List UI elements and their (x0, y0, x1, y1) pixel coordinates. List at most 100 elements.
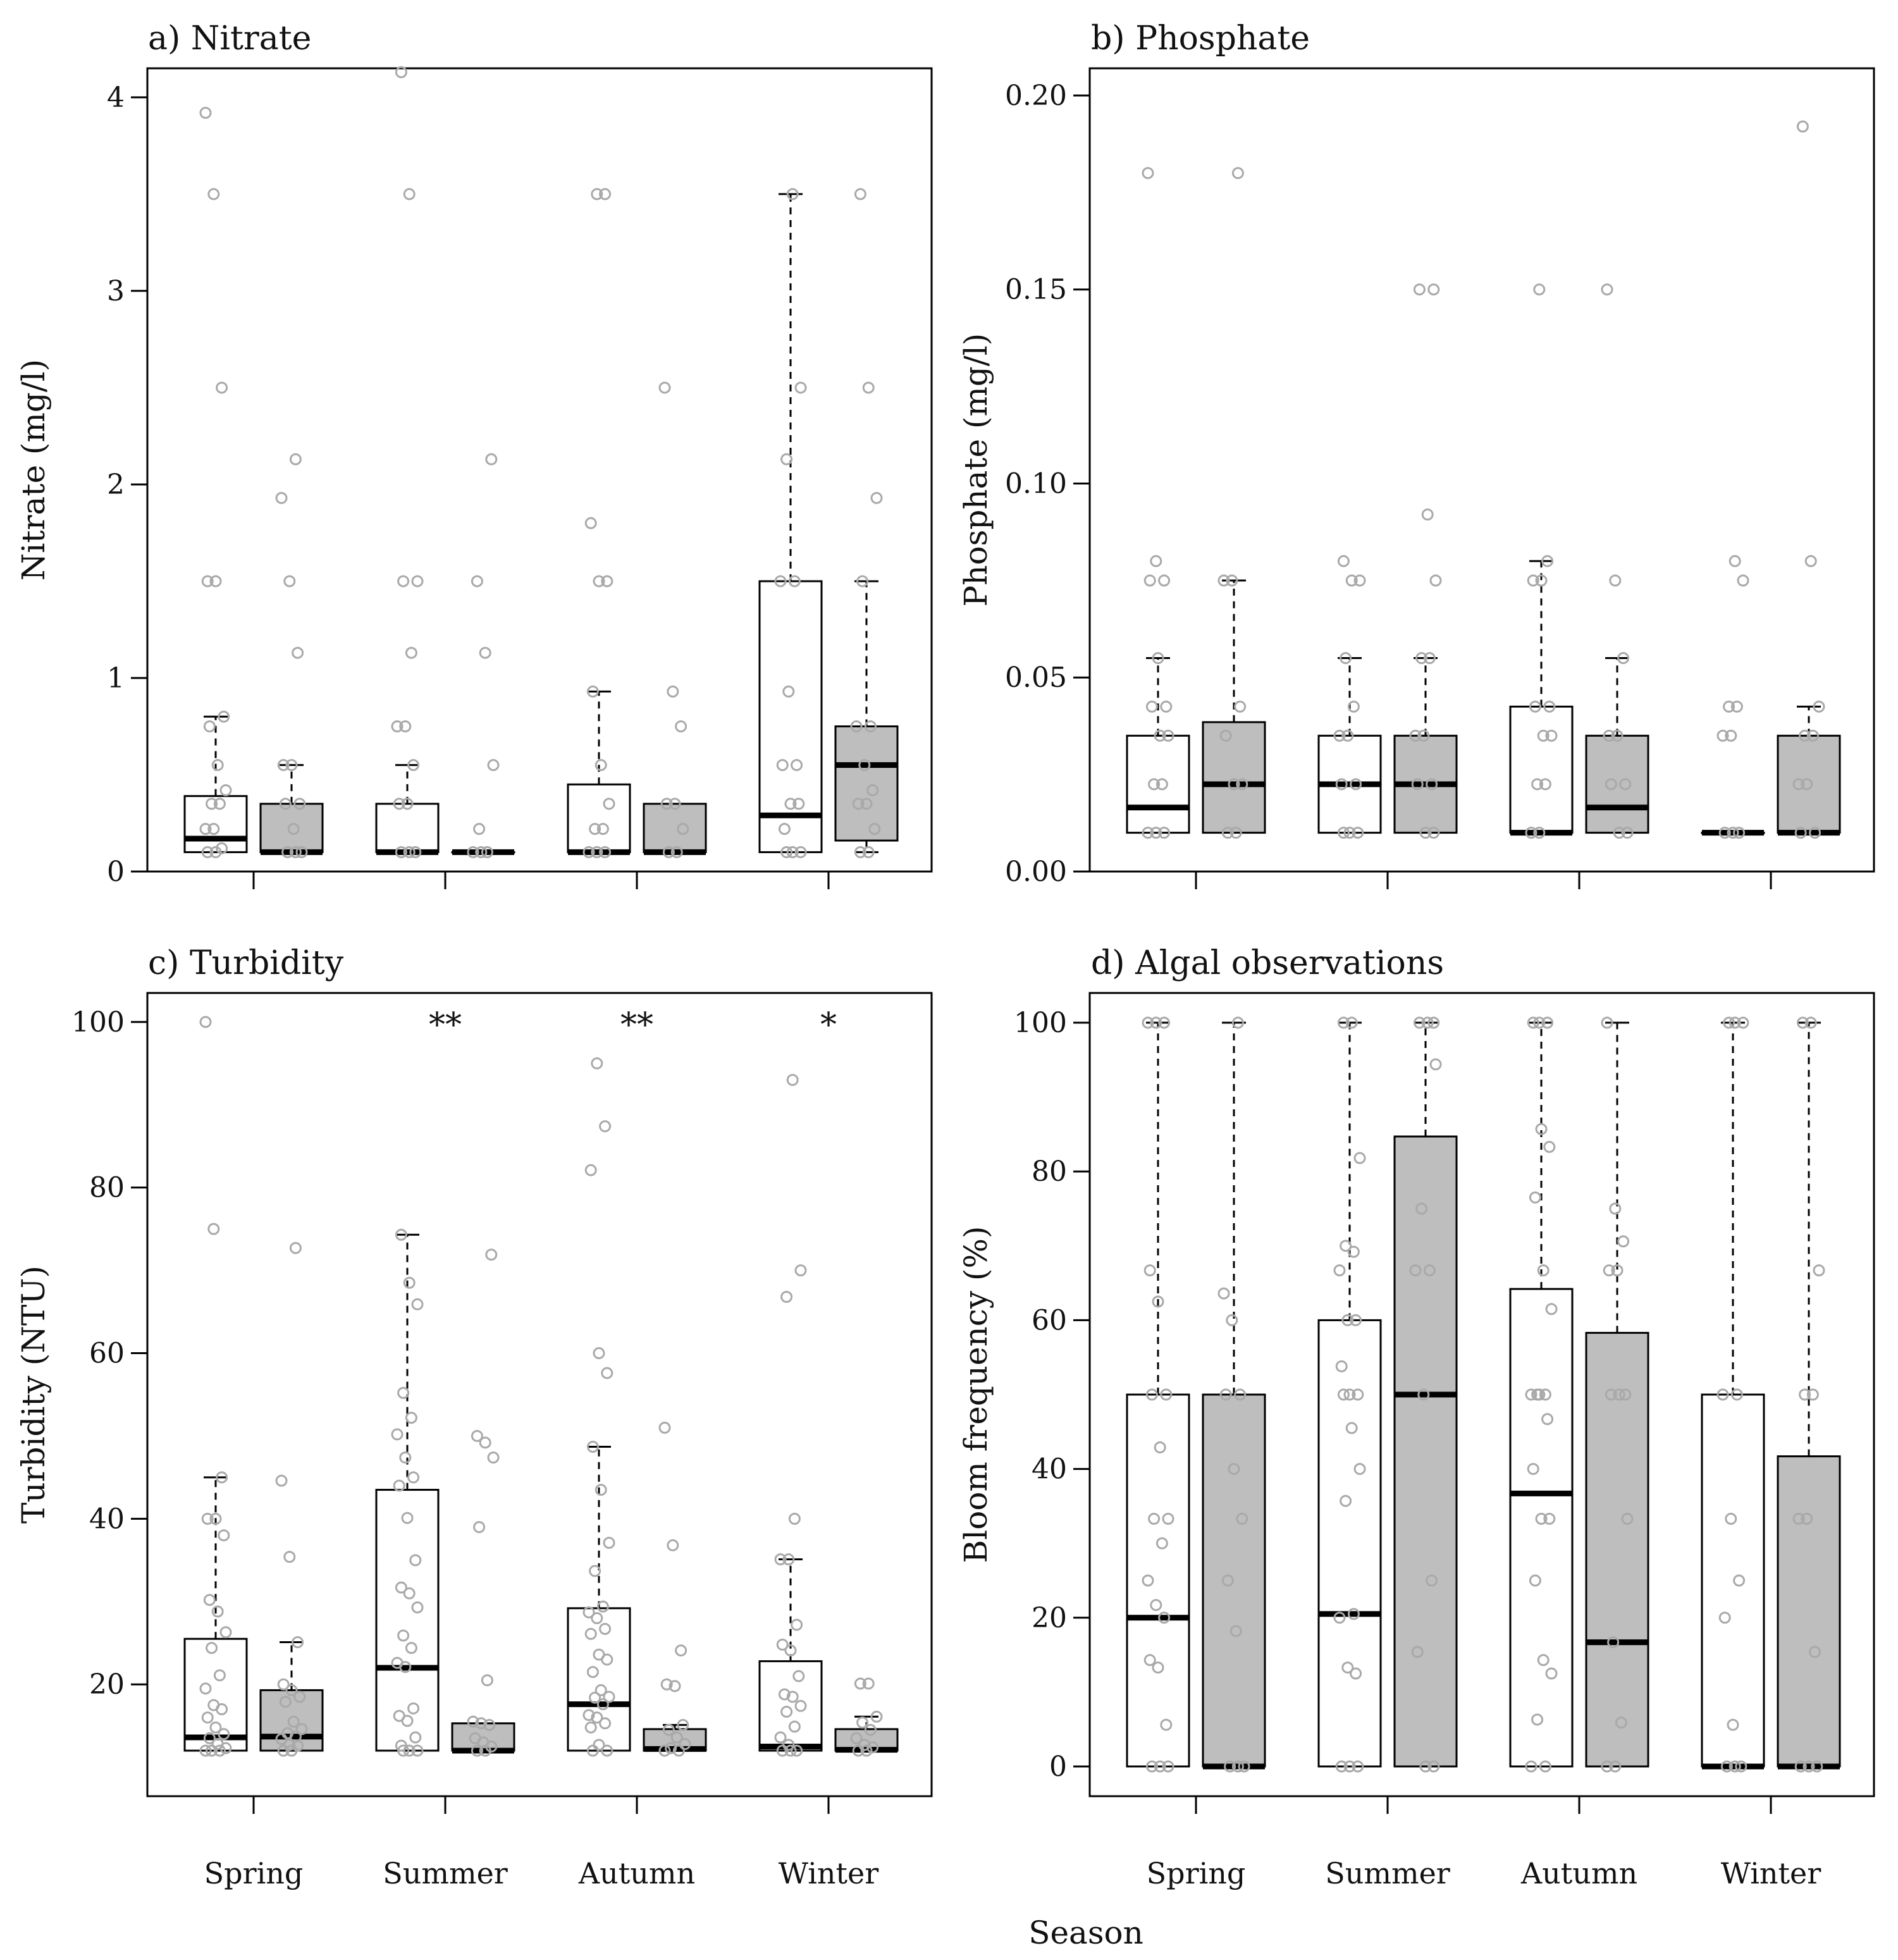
data-point (677, 823, 689, 835)
data-point (391, 720, 404, 732)
box-body (1585, 734, 1649, 834)
data-point (1343, 827, 1356, 839)
data-point (778, 1688, 791, 1701)
data-point (403, 188, 416, 200)
x-tick-label: Winter (779, 1856, 879, 1890)
data-point (1337, 827, 1350, 839)
data-point (584, 1164, 597, 1176)
data-point (601, 1744, 613, 1757)
data-point (786, 1073, 799, 1086)
box-spring-grey (259, 453, 324, 858)
data-point (1341, 1314, 1354, 1326)
data-point (1228, 778, 1240, 791)
data-point (782, 1553, 795, 1566)
data-point (1729, 555, 1741, 567)
data-point (591, 846, 603, 858)
significance-marker: ** (620, 1006, 653, 1044)
data-point (858, 759, 871, 772)
box-body (259, 803, 324, 853)
data-point (1142, 1016, 1154, 1029)
data-point (1154, 1441, 1166, 1453)
panel-turbidity: c) Turbidity Turbidity (NTU) 20 40 60 80 100… (15, 944, 933, 1890)
data-point (1792, 778, 1805, 791)
data-point (1533, 1016, 1546, 1029)
data-point (660, 798, 673, 810)
data-point (1160, 1388, 1173, 1401)
data-point (866, 784, 879, 796)
data-point (207, 1223, 220, 1235)
data-point (591, 188, 603, 200)
data-point (213, 1744, 226, 1757)
data-point (293, 798, 306, 810)
data-point (411, 1298, 424, 1310)
data-point (589, 823, 601, 835)
data-point (1603, 1264, 1615, 1277)
data-point (1337, 555, 1350, 567)
data-point (395, 1228, 407, 1241)
data-point (409, 1731, 422, 1744)
data-point (292, 646, 304, 659)
data-point (1409, 729, 1422, 742)
data-point (405, 646, 417, 659)
data-point (1345, 1016, 1358, 1029)
data-point (1158, 574, 1171, 587)
data-point (1794, 827, 1807, 839)
data-point (1337, 1016, 1350, 1029)
data-point (285, 1684, 298, 1696)
data-point (295, 1723, 308, 1735)
data-point (679, 1738, 691, 1751)
y-tick-label: 40 (89, 1503, 125, 1535)
data-point (1427, 283, 1440, 296)
data-point (201, 1711, 214, 1724)
box-autumn-white (567, 188, 631, 858)
data-point (791, 1744, 803, 1757)
box-summer-white (375, 66, 440, 858)
data-point (1347, 1608, 1360, 1620)
data-point (481, 1674, 493, 1687)
data-point (1537, 1264, 1550, 1277)
data-point (395, 1581, 407, 1594)
data-point (1419, 1760, 1432, 1773)
data-point (397, 1629, 410, 1642)
data-point (211, 759, 224, 772)
box-body (567, 783, 631, 853)
data-point (407, 1702, 420, 1715)
x-tick-label: Winter (1721, 1856, 1821, 1890)
data-point (586, 1666, 599, 1679)
data-point (774, 1553, 787, 1566)
data-point (1609, 1202, 1622, 1215)
data-point (599, 1717, 612, 1730)
data-point (1533, 283, 1546, 296)
data-point (1162, 1760, 1174, 1773)
y-tick-label: 20 (1032, 1602, 1067, 1634)
data-point (870, 1710, 883, 1723)
data-point (866, 1741, 879, 1754)
data-point (1716, 1388, 1729, 1401)
data-point (675, 720, 687, 732)
data-point (277, 759, 290, 772)
data-point (1813, 1264, 1825, 1277)
box-body (1126, 734, 1190, 834)
box-body (1317, 1319, 1382, 1768)
data-point (1340, 1240, 1352, 1252)
data-point (591, 1612, 603, 1625)
data-point (201, 846, 214, 858)
data-point (218, 1728, 230, 1741)
data-point (1333, 1264, 1346, 1277)
data-point (1525, 1388, 1538, 1401)
y-tick-label: 0.05 (1005, 662, 1067, 694)
data-point (199, 823, 212, 835)
y-tick-label: 0 (107, 856, 125, 888)
box-autumn-grey (643, 1421, 707, 1757)
data-point (584, 517, 597, 529)
data-point (1427, 827, 1440, 839)
data-point (467, 1715, 479, 1728)
data-point (213, 1669, 226, 1682)
x-axis-label: Season (1028, 1914, 1143, 1951)
box-body (1701, 1393, 1765, 1768)
box-summer-grey (1393, 1016, 1458, 1773)
panel-phosphate: b) Phosphate Phosphate (mg/l) 0.00 0.05 0.… (958, 20, 1875, 889)
data-point (1353, 1463, 1366, 1476)
y-axis-label: Phosphate (mg/l) (958, 333, 994, 607)
data-point (1801, 778, 1813, 791)
